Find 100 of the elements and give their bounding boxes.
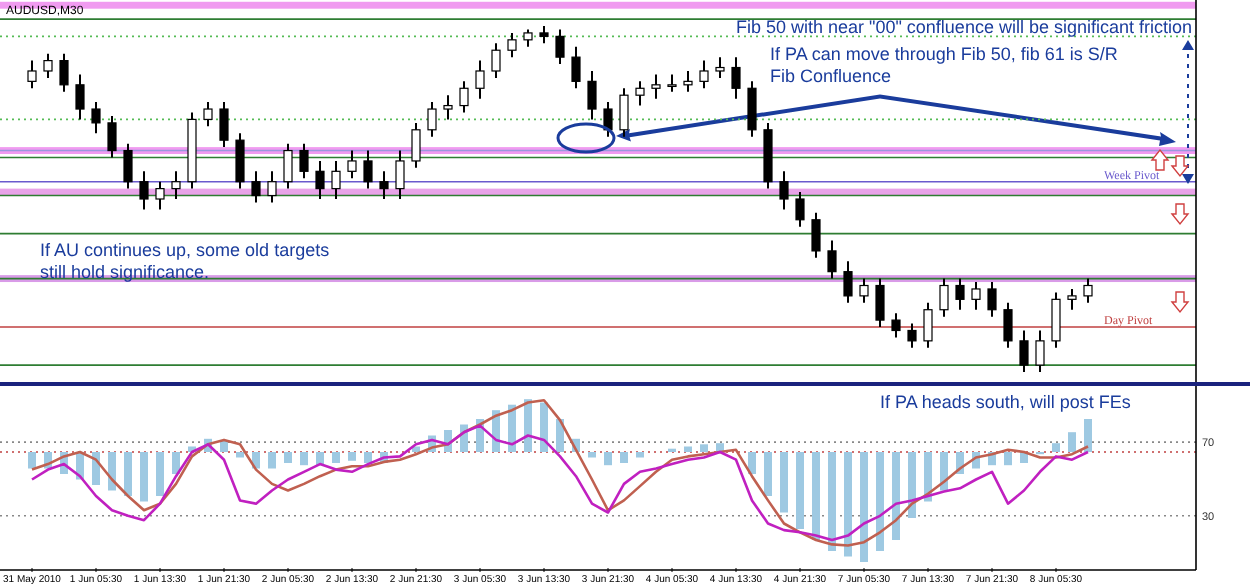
candlestick [603, 101, 613, 138]
bar [540, 402, 548, 452]
bar [620, 452, 628, 463]
bar [844, 452, 852, 557]
candlestick [491, 42, 501, 79]
candlestick [907, 322, 917, 349]
candlestick [203, 101, 213, 128]
bar [780, 452, 788, 513]
bar [124, 452, 132, 496]
candlestick [107, 114, 117, 159]
candlestick [939, 277, 949, 318]
candlestick [571, 45, 581, 90]
candlestick [235, 132, 245, 190]
candlestick [555, 28, 565, 66]
candlestick [779, 170, 789, 211]
candlestick [91, 101, 101, 135]
bar [28, 452, 36, 469]
candlestick [955, 277, 965, 311]
candlestick [475, 59, 485, 100]
candlestick [331, 159, 341, 200]
bar [284, 452, 292, 463]
candlestick [859, 277, 869, 304]
bar [1084, 419, 1092, 452]
candlestick [219, 101, 229, 149]
candlestick [971, 281, 981, 311]
bar [1052, 443, 1060, 452]
candlestick [875, 277, 885, 329]
bar [220, 441, 228, 452]
bar [764, 452, 772, 496]
bar [908, 452, 916, 518]
candlestick [427, 101, 437, 138]
candlestick [75, 73, 85, 121]
candlestick [1067, 287, 1077, 311]
candlestick [699, 59, 709, 90]
candlestick [683, 69, 693, 93]
bar [140, 452, 148, 502]
candlestick [811, 211, 821, 259]
bar [828, 452, 836, 551]
bar [812, 452, 820, 540]
bar [860, 452, 868, 562]
candlestick [1003, 301, 1013, 349]
candlestick [1035, 329, 1045, 373]
candlestick [123, 142, 133, 190]
bar [172, 452, 180, 474]
annotation: If PA can move through Fib 50, fib 61 is S/R Fib Confluence [770, 44, 1119, 86]
bar [236, 452, 244, 458]
candlestick [1051, 291, 1061, 349]
annotation: If AU continues up, some old targets still hold significance. [40, 240, 331, 282]
candlestick [27, 59, 37, 90]
bar [748, 452, 756, 474]
bar [636, 452, 644, 458]
bar [364, 452, 372, 463]
bar [268, 452, 276, 469]
bar [796, 452, 804, 529]
candlestick [347, 149, 357, 180]
candlestick [459, 80, 469, 114]
candlestick [731, 56, 741, 100]
candlestick [155, 180, 165, 211]
candlestick [171, 170, 181, 200]
bar [156, 452, 164, 496]
candlestick [1083, 277, 1093, 304]
bar [604, 452, 612, 466]
candlestick [891, 312, 901, 339]
candlestick [507, 31, 517, 59]
candlestick [443, 94, 453, 121]
annotation: If PA heads south, will post FEs [880, 392, 1132, 412]
candlestick [267, 170, 277, 204]
candlestick [283, 142, 293, 190]
candlestick [59, 52, 69, 93]
candlestick [395, 149, 405, 200]
candlestick [619, 87, 629, 138]
candlestick [715, 56, 725, 79]
candlestick [379, 170, 389, 200]
bar [300, 452, 308, 466]
candlestick [1019, 329, 1029, 373]
bar [1068, 432, 1076, 452]
bar [332, 452, 340, 463]
bar [892, 452, 900, 540]
candlestick [795, 191, 805, 228]
candlestick [843, 260, 853, 304]
annotation: Fib 50 with near "00" confluence will be significant friction [735, 17, 1192, 37]
candlestick [635, 80, 645, 107]
bar [700, 444, 708, 452]
candlestick [651, 73, 661, 100]
bar [940, 452, 948, 491]
candlestick [411, 121, 421, 169]
candlestick [315, 159, 325, 200]
candlestick [139, 170, 149, 211]
bar [348, 452, 356, 461]
candlestick [587, 69, 597, 121]
candlestick [43, 52, 53, 79]
bar [876, 452, 884, 551]
candlestick [251, 170, 261, 204]
bar [588, 452, 596, 458]
bar [684, 446, 692, 452]
candlestick [923, 301, 933, 349]
candlestick [747, 80, 757, 138]
candlestick [827, 239, 837, 280]
bar [1004, 452, 1012, 466]
candlestick [299, 142, 309, 180]
